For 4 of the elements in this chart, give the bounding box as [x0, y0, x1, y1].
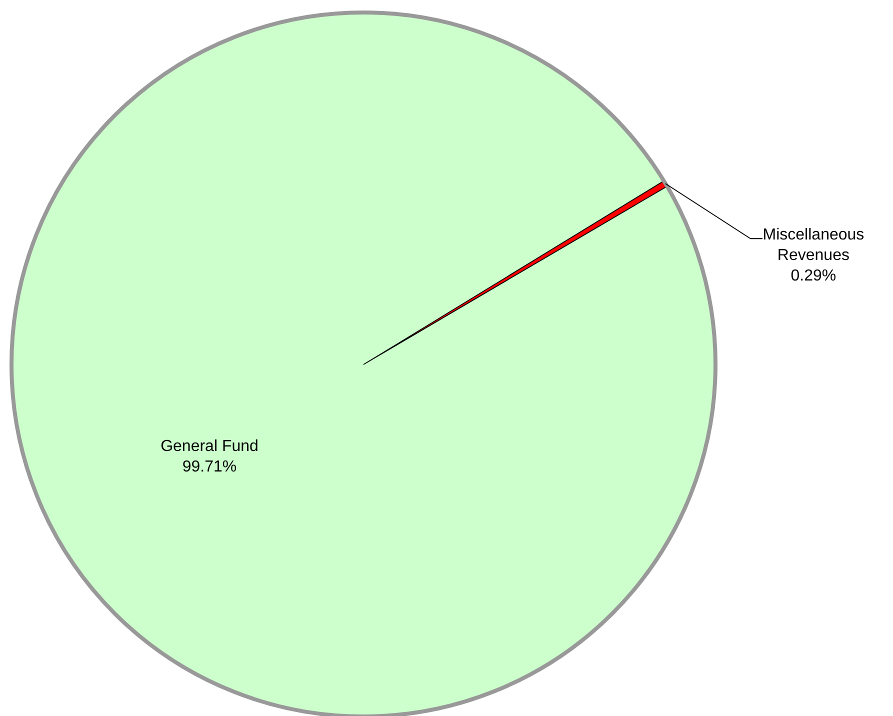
data-label: 99.71% [182, 458, 237, 476]
data-label: 0.29% [790, 267, 836, 284]
slice-label: Miscellaneous Revenues [762, 226, 864, 264]
slice-label: General Fund [160, 438, 258, 456]
